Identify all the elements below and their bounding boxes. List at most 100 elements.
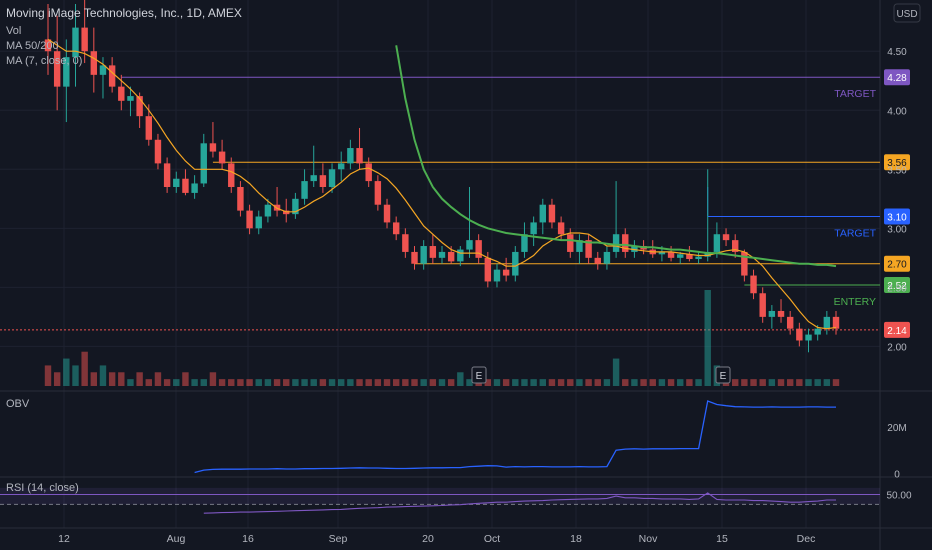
volume-bar bbox=[374, 379, 382, 386]
candle-body bbox=[741, 251, 748, 276]
candle-body bbox=[521, 234, 528, 252]
level-price-tag bbox=[884, 154, 910, 171]
candle-body bbox=[557, 222, 565, 235]
x-tick-label: 18 bbox=[570, 533, 582, 545]
level-price-label: 2.70 bbox=[887, 260, 907, 271]
y-tick-label: 3.00 bbox=[887, 224, 907, 235]
candle-body bbox=[466, 240, 473, 250]
indicator-ma7-label: MA (7, close, 0) bbox=[6, 55, 82, 67]
volume-bar bbox=[640, 379, 647, 386]
volume-bar bbox=[557, 379, 565, 386]
candle-body bbox=[173, 178, 180, 187]
candle-body bbox=[686, 254, 693, 260]
candle-body bbox=[383, 204, 391, 223]
candle-body bbox=[530, 222, 537, 235]
earnings-marker[interactable] bbox=[471, 366, 487, 384]
candle-body bbox=[347, 148, 354, 164]
level-price-label: 4.28 bbox=[887, 73, 907, 84]
rsi-line bbox=[203, 492, 836, 514]
candle-body bbox=[392, 222, 400, 235]
candle-body bbox=[658, 251, 666, 255]
candle-body bbox=[90, 51, 98, 75]
candle-body bbox=[154, 139, 162, 164]
volume-bar bbox=[127, 379, 134, 386]
candle-body bbox=[209, 143, 217, 152]
volume-bar bbox=[191, 379, 198, 386]
volume-bar bbox=[567, 379, 574, 386]
candle-body bbox=[695, 256, 702, 260]
volume-bar bbox=[246, 379, 253, 386]
candle-body bbox=[429, 246, 437, 258]
candle-body bbox=[99, 65, 107, 75]
obv-line bbox=[194, 400, 836, 474]
candle-body bbox=[814, 328, 821, 335]
volume-bar bbox=[383, 379, 391, 386]
indicator-panels: OBV 20M 0 RSI (14, close) 50.00 bbox=[0, 398, 912, 514]
price-axis: 4.50 4.00 3.50 3.00 2.50 2.00 bbox=[887, 47, 907, 353]
volume-bar bbox=[832, 379, 840, 386]
candle-body bbox=[548, 204, 556, 223]
volume-bar bbox=[136, 372, 143, 386]
candle-body bbox=[512, 251, 519, 276]
volume-bar bbox=[347, 379, 354, 386]
candle-body bbox=[310, 175, 317, 182]
earnings-marker[interactable] bbox=[715, 366, 731, 384]
candle-body bbox=[127, 96, 134, 101]
candle-body bbox=[145, 116, 152, 140]
candle-body bbox=[759, 293, 766, 317]
y-tick-label: 2.00 bbox=[887, 342, 907, 353]
volume-bar bbox=[402, 379, 409, 386]
level-name-label: TARGET bbox=[834, 88, 876, 100]
volume-bar bbox=[695, 379, 702, 386]
level-price-label: 2.14 bbox=[887, 326, 907, 337]
volume-bar bbox=[484, 379, 492, 386]
level-price-tag bbox=[884, 69, 910, 86]
obv-tick-label: 20M bbox=[887, 423, 906, 434]
candle-body bbox=[493, 269, 501, 282]
volume-bar bbox=[90, 372, 98, 386]
candle-body bbox=[108, 65, 116, 87]
volume-bar bbox=[173, 379, 180, 386]
x-tick-label: 12 bbox=[58, 533, 70, 545]
volume-bar bbox=[72, 365, 79, 386]
volume-bar bbox=[218, 379, 226, 386]
volume-bar bbox=[823, 379, 831, 386]
volume-bar bbox=[182, 372, 189, 386]
volume-bar bbox=[677, 379, 684, 386]
volume-bar bbox=[228, 379, 235, 386]
volume-bar bbox=[649, 379, 656, 386]
ma7-line bbox=[47, 38, 837, 330]
volume-bar bbox=[732, 379, 739, 386]
volume-bar bbox=[283, 379, 290, 386]
volume-bar bbox=[466, 379, 473, 386]
volume-bar bbox=[704, 290, 711, 386]
volume-bar bbox=[81, 351, 88, 386]
volume-bar bbox=[777, 379, 785, 386]
candle-body bbox=[622, 234, 629, 252]
candle-body bbox=[823, 316, 831, 329]
candle-body bbox=[301, 181, 308, 199]
volume-bar bbox=[548, 379, 556, 386]
candle-body bbox=[457, 249, 464, 262]
candle-body bbox=[246, 210, 253, 229]
candle-body bbox=[118, 86, 125, 101]
y-tick-label: 2.50 bbox=[887, 283, 907, 294]
earnings-marker-label: E bbox=[476, 371, 483, 382]
candle-body bbox=[475, 240, 482, 258]
level-price-label: 2.52 bbox=[887, 281, 907, 292]
y-tick-label: 4.50 bbox=[887, 47, 907, 58]
candle-body bbox=[612, 234, 620, 252]
volume-bar bbox=[108, 372, 116, 386]
volume-bar bbox=[814, 379, 821, 386]
candle-body bbox=[338, 163, 345, 170]
volume-bar bbox=[667, 379, 675, 386]
candle-body bbox=[44, 39, 52, 52]
volume-bar bbox=[145, 379, 152, 386]
currency-badge[interactable] bbox=[893, 3, 921, 23]
volume-bar bbox=[209, 372, 217, 386]
volume-bar bbox=[118, 372, 125, 386]
horizontal-levels: 4.28 TARGET 3.56 3.10 TARGET 2.70 2.52 ENTERY 2.… bbox=[0, 69, 910, 338]
volume-bar bbox=[447, 379, 455, 386]
